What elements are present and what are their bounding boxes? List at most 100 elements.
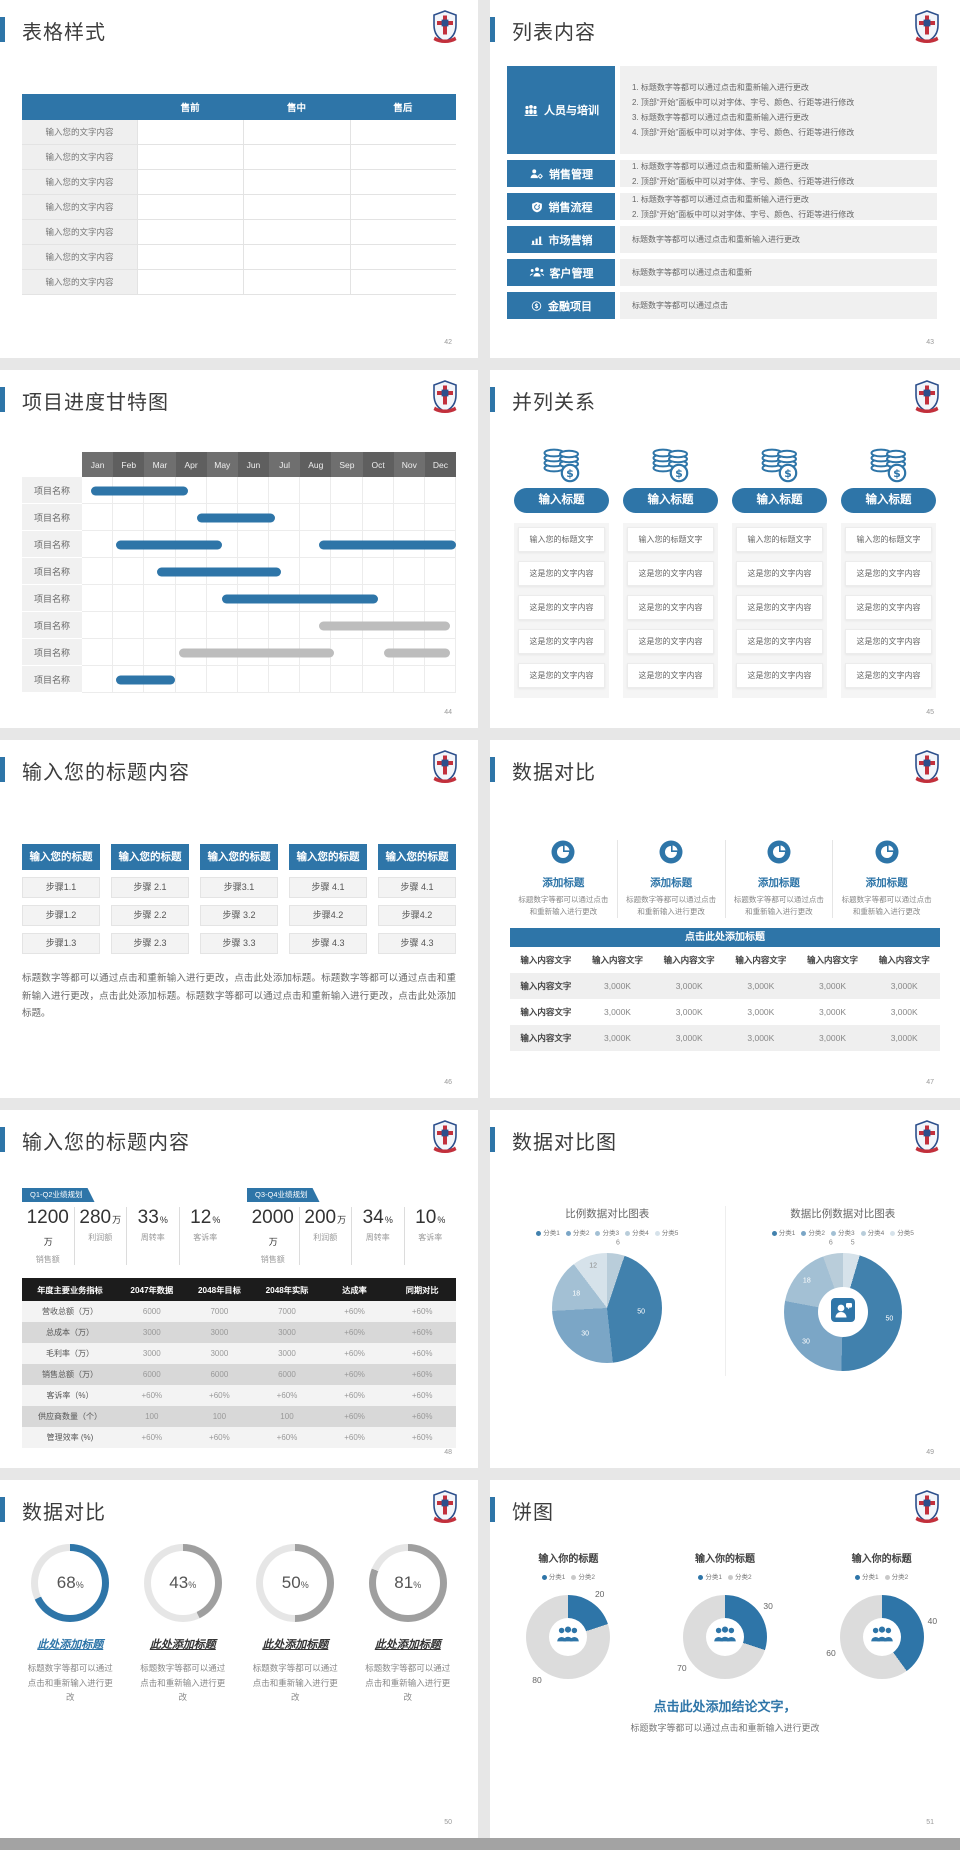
- parallel-column: $ 输入标题 输入您的标题文字 这是您的文字内容 这是您的文字内容 这是您的文字内容 这是您…: [623, 442, 718, 698]
- gantt-cell: [424, 639, 457, 666]
- stat: 1200 万 销售额: [22, 1207, 74, 1265]
- header-cell: 输入内容文字: [878, 955, 930, 965]
- pie-title: 输入你的标题: [695, 1554, 755, 1565]
- gantt-cell: [362, 585, 394, 612]
- school-crest-logo: [914, 10, 940, 44]
- column-header: [22, 94, 137, 120]
- table-cell: [351, 145, 456, 169]
- legend-item: 分类2: [565, 1230, 589, 1237]
- column-item: 这是您的文字内容: [627, 595, 714, 620]
- table-cell: +60%: [344, 1307, 365, 1316]
- slide-48-kpi-table[interactable]: 输入您的标题内容 Q1-Q2业绩规划 1200万 销售额 280万 利润额 33% 周转率 1…: [0, 1110, 478, 1468]
- slide-45-parallel-relation[interactable]: 并列关系 $ 输入标题 输入您的标题文字 这是您的文字内容 这是您的文字内容 这是您的文字…: [490, 370, 960, 728]
- gantt-cell: [362, 504, 394, 531]
- stat-label: 销售额: [35, 1255, 60, 1264]
- slide-50-gauges[interactable]: 数据对比 68% 此处添加标题 标题数字等都可以通过点击和重新输入进行更改 43% 此处…: [0, 1480, 478, 1838]
- description-line: 2. 顶部“开始”面板中可以对字体、字号、颜色、行距等进行修改: [632, 98, 855, 107]
- gantt-cell: [393, 558, 425, 585]
- gauge-value: 43%: [150, 1551, 215, 1615]
- table-cell: [351, 120, 456, 144]
- page-number: 49: [926, 1449, 934, 1456]
- legend-item: 分类2: [884, 1574, 908, 1581]
- step-item: 步骤 3.2: [200, 905, 278, 926]
- table-cell: +60%: [411, 1307, 433, 1316]
- slice-value-label: 5: [850, 1239, 855, 1247]
- month-label: Oct: [362, 452, 394, 477]
- gantt-cell: [82, 585, 114, 612]
- legend-item: 分类1: [771, 1230, 795, 1237]
- list-item-label[interactable]: 销售流程: [507, 193, 615, 220]
- description-line: 标题数字等都可以通过点击和重新输入进行更改: [632, 235, 800, 244]
- header-cell: 2048年目标: [198, 1285, 241, 1295]
- slide-47-data-comparison[interactable]: 数据对比 添加标题 标题数字等都可以通过点击和重新输入进行更改 添加标题 标题数字等都…: [490, 740, 960, 1098]
- gauge-title: 此处添加标题: [149, 1639, 216, 1651]
- gantt-cell: [113, 639, 145, 666]
- slide-header: 数据对比: [0, 1480, 478, 1536]
- school-crest-logo: [432, 10, 458, 44]
- gantt-cell: [393, 477, 425, 504]
- description-line: 4. 顶部“开始”面板中可以对字体、字号、颜色、行距等进行修改: [632, 128, 855, 137]
- stat-number: 12: [190, 1207, 212, 1228]
- slide-44-gantt[interactable]: 项目进度甘特图 Jan Feb Mar Apr May Jun Jul Aug Sep Oct No…: [0, 370, 478, 728]
- list-item-label[interactable]: 人员与培训: [507, 66, 615, 154]
- column-title-button[interactable]: 输入标题: [514, 488, 609, 513]
- gauge-percent: 68: [56, 1573, 76, 1592]
- slide-46-steps[interactable]: 输入您的标题内容 输入您的标题 步骤1.1 步骤1.2 步骤1.3 输入您的标题 步骤 2…: [0, 740, 478, 1098]
- column-title-button[interactable]: 输入标题: [732, 488, 827, 513]
- table-cell: 100: [145, 1412, 159, 1421]
- header-cell: 达成率: [342, 1285, 367, 1295]
- table-cell: [244, 220, 351, 244]
- month-label: Nov: [393, 452, 425, 477]
- gantt-cell: [237, 666, 270, 693]
- header-cell: 输入内容文字: [663, 955, 715, 965]
- table-cell: 毛利率（万）: [46, 1349, 94, 1358]
- svg-text:$: $: [675, 467, 683, 480]
- gantt-corner: [22, 452, 82, 477]
- list-item-title: 销售流程: [548, 201, 593, 214]
- chart-legend: 分类1 分类2 分类3 分类4 分类5: [726, 1227, 960, 1237]
- chart-legend: 分类1 分类2 分类3 分类4 分类5: [490, 1227, 725, 1237]
- gantt-cell: [113, 504, 145, 531]
- comparison-chart: 数据比例数据对比图表 分类1 分类2 分类3 分类4 分类5 5 50 30 18 6: [724, 1206, 960, 1376]
- school-crest-logo: [432, 380, 458, 414]
- column-items: 输入您的标题文字 这是您的文字内容 这是您的文字内容 这是您的文字内容 这是您的文字内容: [514, 523, 609, 698]
- feature-title: 添加标题: [650, 877, 693, 889]
- stat: 10% 客诉率: [403, 1207, 457, 1265]
- table-row: 输入内容文字 3,000K 3,000K 3,000K 3,000K 3,000K: [510, 1025, 940, 1051]
- row-label-cell: 输入您的文字内容: [22, 245, 138, 269]
- table-title-banner: 点击此处添加标题: [510, 928, 940, 947]
- parallel-column: $ 输入标题 输入您的标题文字 这是您的文字内容 这是您的文字内容 这是您的文字内容 这是您…: [514, 442, 609, 698]
- month-label: Aug: [300, 452, 332, 477]
- list-item-label[interactable]: $ 金融项目: [507, 292, 615, 319]
- slide-51-pie-charts[interactable]: 饼图 输入你的标题 分类1 分类2 20 80 输入你的标题 分类1 分类2 30 70 输入你的标…: [490, 1480, 960, 1838]
- month-label: Jun: [237, 452, 270, 477]
- list-item-label[interactable]: 市场营销: [507, 226, 615, 253]
- list-item-label[interactable]: 销售管理: [507, 160, 615, 187]
- gantt-row-label: 项目名称: [22, 585, 82, 612]
- stat-unit: %: [159, 1215, 168, 1225]
- slide-43-list-content[interactable]: 列表内容 人员与培训 1. 标题数字等都可以通过点击和重新输入进行更改 2. 顶部“…: [490, 0, 960, 358]
- column-title-button[interactable]: 输入标题: [623, 488, 718, 513]
- page-number: 45: [926, 709, 934, 716]
- percent-sign: %: [188, 1580, 197, 1590]
- parallel-column: $ 输入标题 输入您的标题文字 这是您的文字内容 这是您的文字内容 这是您的文字内容 这是您…: [732, 442, 827, 698]
- slide-49-comparison-charts[interactable]: 数据对比图 比例数据对比图表 分类1 分类2 分类3 分类4 分类5 6 50 30 18 12 数据…: [490, 1110, 960, 1468]
- slide-header: 输入您的标题内容: [0, 1110, 478, 1166]
- column-title-button[interactable]: 输入标题: [841, 488, 936, 513]
- gantt-row: 项目名称: [22, 585, 457, 612]
- table-cell: [244, 120, 351, 144]
- list-item-label[interactable]: 客户管理: [507, 259, 615, 286]
- table-cell: +60%: [411, 1328, 433, 1337]
- legend-item: 分类1: [855, 1574, 879, 1581]
- step-item: 步骤1.2: [22, 905, 100, 926]
- table-header-row: 年度主要业务指标 2047年数据 2048年目标 2048年实际 达成率 同期对比: [22, 1278, 456, 1301]
- gantt-track: [82, 477, 457, 504]
- step-item: 步骤 2.2: [111, 905, 189, 926]
- stat: 33% 周转率: [126, 1207, 179, 1265]
- slide-42-table-style[interactable]: 表格样式 售前 售中 售后 输入您的文字内容 输入您的文字内容 输入您的文字内容 输入您的文…: [0, 0, 478, 358]
- table-cell: 100: [280, 1412, 294, 1421]
- gauge-ring: 68%: [31, 1544, 110, 1622]
- gantt-cell: [331, 504, 363, 531]
- stat-unit: %: [212, 1215, 221, 1225]
- gauge-description: 标题数字等都可以通过点击和重新输入进行更改: [365, 1663, 451, 1702]
